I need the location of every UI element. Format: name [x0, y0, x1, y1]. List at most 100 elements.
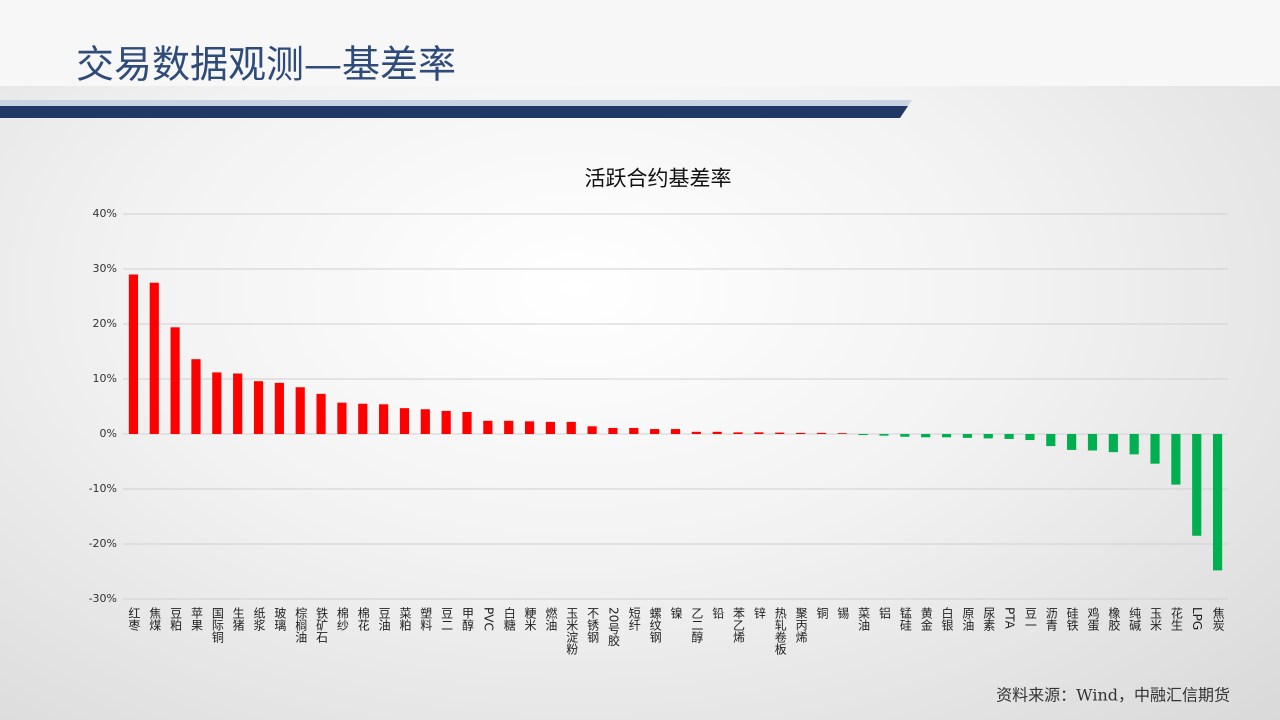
bar	[295, 387, 305, 434]
x-tick-label: 热轧卷板	[773, 607, 787, 656]
x-tick-label: 聚丙烯	[794, 607, 808, 643]
x-tick-label: 豆一	[1023, 607, 1037, 631]
bar	[191, 359, 201, 434]
bar	[483, 420, 493, 434]
bar	[754, 432, 764, 434]
x-tick-label: 棕榈油	[294, 606, 308, 643]
bar	[733, 432, 743, 434]
x-tick-label: 棉纱	[335, 607, 349, 631]
bar	[274, 382, 284, 434]
bar	[1129, 434, 1139, 455]
x-tick-label: 玻璃	[273, 607, 287, 632]
x-tick-label: 白糖	[502, 606, 516, 632]
x-tick-label: 豆油	[377, 607, 391, 631]
x-tick-label: 焦煤	[148, 607, 162, 631]
bar	[1046, 434, 1056, 447]
bar	[316, 393, 326, 434]
x-tick-label: 纯碱	[1128, 607, 1142, 632]
x-tick-label: 燃油	[544, 606, 558, 631]
x-tick-label: 黄金	[919, 607, 933, 631]
x-tick-label: 短纤	[627, 607, 641, 631]
bar	[566, 421, 576, 434]
x-tick-label: 橡胶	[1107, 607, 1121, 632]
bar	[629, 427, 639, 434]
bar	[670, 429, 681, 434]
bar	[1150, 434, 1160, 464]
y-tick-label: 30%	[93, 262, 117, 275]
y-tick-label: 40%	[93, 207, 117, 220]
x-tick-label: 螺纹钢	[648, 607, 662, 643]
bar	[337, 402, 347, 434]
x-tick-label: 沥青	[1044, 607, 1058, 632]
x-tick-label: 锡	[836, 606, 850, 620]
x-tick-label: 纸浆	[252, 607, 266, 631]
bar	[816, 432, 827, 434]
y-tick-label: -30%	[89, 592, 117, 605]
x-tick-label: 铜	[815, 606, 829, 619]
bar	[358, 403, 368, 434]
bar	[420, 409, 430, 434]
x-tick-label: 原油	[961, 607, 975, 631]
bar	[1004, 434, 1014, 439]
source: 资料来源：Wind，中融汇信期货	[996, 686, 1230, 705]
x-tick-label: 粳米	[523, 607, 537, 631]
bar	[1087, 434, 1098, 451]
x-tick-label: PVC	[481, 607, 495, 631]
bar	[149, 282, 159, 434]
x-tick-label: 豆粕	[169, 607, 183, 631]
bar	[608, 427, 618, 434]
y-tick-label: 10%	[93, 372, 117, 385]
x-tick-label: 铝	[877, 606, 891, 619]
bar	[775, 432, 785, 434]
bar	[524, 421, 535, 434]
x-tick-label: 生猪	[231, 607, 245, 632]
x-tick-label: 菜油	[857, 607, 871, 631]
bar	[504, 420, 514, 434]
x-tick-label: 菜粕	[398, 607, 412, 631]
x-tick-label: 硅铁	[1065, 607, 1079, 631]
y-tick-label: -20%	[89, 537, 117, 550]
bar	[1108, 434, 1118, 453]
bar	[879, 434, 889, 436]
bar	[983, 434, 993, 439]
x-tick-label: 苹果	[189, 607, 203, 631]
bar	[1067, 434, 1077, 450]
x-tick-label: 尿素	[982, 607, 996, 631]
x-tick-label: 塑料	[419, 606, 433, 631]
y-tick-label: 20%	[93, 317, 117, 330]
bar	[128, 274, 139, 434]
bar	[650, 429, 660, 434]
bar	[170, 327, 180, 434]
bar	[691, 431, 701, 434]
bar	[796, 432, 806, 434]
x-tick-label: 鸡蛋	[1086, 606, 1100, 632]
bar	[462, 412, 472, 434]
x-tick-label: 花生	[1169, 606, 1183, 631]
bar	[212, 372, 222, 434]
chart-title: 活跃合约基差率	[585, 167, 732, 191]
x-tick-label: 铁矿石	[315, 607, 329, 643]
x-tick-label: 锌	[752, 607, 766, 619]
x-tick-label: 锰硅	[898, 606, 912, 631]
x-tick-label: 豆二	[440, 607, 454, 631]
x-tick-label: 白银	[940, 606, 954, 631]
bar	[962, 434, 972, 438]
x-tick-label: 玉米淀粉	[565, 607, 579, 655]
bar	[900, 434, 910, 437]
x-tick-label: 国际铜	[210, 607, 224, 643]
bar	[1025, 434, 1035, 441]
bar	[712, 431, 722, 434]
x-tick-label: 苯乙烯	[732, 607, 746, 643]
x-tick-label: 镍	[669, 607, 683, 619]
bar	[545, 421, 555, 434]
x-tick-label: 甲醇	[461, 607, 475, 631]
bar	[399, 408, 410, 434]
header-rule	[0, 106, 908, 118]
bar	[1212, 434, 1223, 571]
bar	[858, 434, 868, 436]
x-tick-label: 红枣	[127, 606, 141, 632]
page-title: 交易数据观测—基差率	[76, 43, 456, 87]
x-tick-label: 20号胶	[606, 607, 620, 647]
